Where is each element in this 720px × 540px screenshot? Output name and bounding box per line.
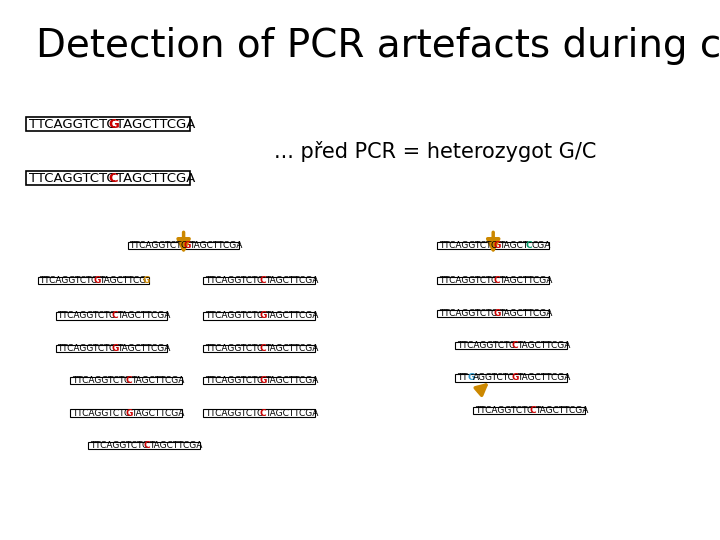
Text: G: G (184, 241, 191, 250)
Text: G: G (493, 309, 500, 318)
Text: TTCAGGTCTC: TTCAGGTCTC (130, 241, 188, 250)
Text: TTCAGGTCTC: TTCAGGTCTC (29, 172, 115, 185)
Text: TTCAGGTCTC: TTCAGGTCTC (72, 376, 130, 385)
Bar (26, 117, 190, 131)
Text: C: C (529, 406, 536, 415)
Text: TAGCTTCG: TAGCTTCG (99, 276, 146, 285)
Text: TTCAGGTCTC: TTCAGGTCTC (439, 276, 498, 285)
Text: C: C (144, 441, 150, 450)
Bar (438, 309, 549, 317)
Text: TTCAGGTCTC: TTCAGGTCTC (439, 241, 498, 250)
Text: TAGCTTCGA: TAGCTTCGA (265, 276, 318, 285)
Text: TAGCTTCGA: TAGCTTCGA (116, 172, 195, 185)
Text: TTCAGGTCTC: TTCAGGTCTC (29, 118, 115, 131)
Text: C: C (526, 241, 532, 250)
Bar (438, 277, 549, 285)
Text: TAGCTTCGA: TAGCTTCGA (116, 118, 195, 131)
Text: TAGCTTCGA: TAGCTTCGA (517, 374, 570, 382)
Text: TTCAGGTCTC: TTCAGGTCTC (457, 341, 516, 350)
Text: Detection of PCR artefacts during cloning: Detection of PCR artefacts during clonin… (36, 27, 720, 65)
Text: TAGCTTCGA: TAGCTTCGA (117, 344, 171, 353)
Text: G: G (259, 376, 266, 385)
Text: G: G (468, 374, 475, 382)
Bar (56, 345, 167, 352)
Bar (71, 377, 181, 384)
Text: AGGTCTC: AGGTCTC (473, 374, 515, 382)
Text: G: G (108, 118, 119, 131)
Bar (71, 409, 181, 417)
Text: TTCAGGTCTC: TTCAGGTCTC (205, 312, 264, 320)
Bar (204, 277, 315, 285)
Bar (26, 171, 190, 185)
Text: TT: TT (457, 374, 468, 382)
Text: TAGCT: TAGCT (499, 241, 528, 250)
Bar (204, 377, 315, 384)
Bar (204, 345, 315, 352)
Text: C: C (108, 172, 117, 185)
Bar (128, 242, 239, 249)
Text: TAGCTTCGA: TAGCTTCGA (499, 276, 552, 285)
Text: C: C (259, 344, 266, 353)
Text: TAGCTTCGA: TAGCTTCGA (265, 376, 318, 385)
Bar (38, 277, 149, 285)
Text: TAGCTTCGA: TAGCTTCGA (265, 344, 318, 353)
Text: TTCAGGTCTC: TTCAGGTCTC (439, 309, 498, 318)
Text: C: C (493, 276, 500, 285)
Text: TTCAGGTCTC: TTCAGGTCTC (475, 406, 534, 415)
Text: TTCAGGTCTC: TTCAGGTCTC (58, 344, 116, 353)
Text: TAGCTTCGA: TAGCTTCGA (189, 241, 243, 250)
Text: TAGCTTCGA: TAGCTTCGA (132, 376, 185, 385)
Text: TAGCTTCGA: TAGCTTCGA (132, 409, 185, 417)
Text: CGA: CGA (531, 241, 551, 250)
Text: TTCAGGTCTC: TTCAGGTCTC (205, 276, 264, 285)
Text: TAGCTTCGA: TAGCTTCGA (265, 409, 318, 417)
Bar (438, 242, 549, 249)
Bar (456, 374, 567, 382)
Text: C: C (511, 341, 518, 350)
Bar (56, 312, 167, 320)
Text: TTCAGGTCTC: TTCAGGTCTC (40, 276, 98, 285)
Text: G: G (143, 276, 150, 285)
Bar (204, 409, 315, 417)
Text: C: C (112, 312, 118, 320)
Text: TTCAGGTCTC: TTCAGGTCTC (205, 409, 264, 417)
Text: TAGCTTCGA: TAGCTTCGA (117, 312, 171, 320)
Text: TAGCTTCGA: TAGCTTCGA (150, 441, 203, 450)
Bar (474, 407, 585, 414)
Bar (89, 442, 199, 449)
Text: G: G (493, 241, 500, 250)
Text: TTCAGGTCTC: TTCAGGTCTC (205, 344, 264, 353)
Text: TAGCTTCGA: TAGCTTCGA (499, 309, 552, 318)
Text: C: C (259, 409, 266, 417)
Text: TAGCTTCGA: TAGCTTCGA (535, 406, 588, 415)
Text: TTCAGGTCTC: TTCAGGTCTC (58, 312, 116, 320)
Text: ... před PCR = heterozygot G/C: ... před PCR = heterozygot G/C (274, 141, 596, 161)
Text: G: G (112, 344, 119, 353)
Text: G: G (259, 312, 266, 320)
Bar (204, 312, 315, 320)
Text: TTCAGGTCTC: TTCAGGTCTC (205, 376, 264, 385)
Text: TAGCTTCGA: TAGCTTCGA (265, 312, 318, 320)
Text: G: G (94, 276, 101, 285)
Text: G: G (126, 409, 133, 417)
Text: C: C (259, 276, 266, 285)
Text: G: G (511, 374, 518, 382)
Bar (456, 342, 567, 349)
Text: TTCAGGTCTC: TTCAGGTCTC (72, 409, 130, 417)
Text: TAGCTTCGA: TAGCTTCGA (517, 341, 570, 350)
Text: TTCAGGTCTC: TTCAGGTCTC (90, 441, 148, 450)
Text: C: C (126, 376, 132, 385)
